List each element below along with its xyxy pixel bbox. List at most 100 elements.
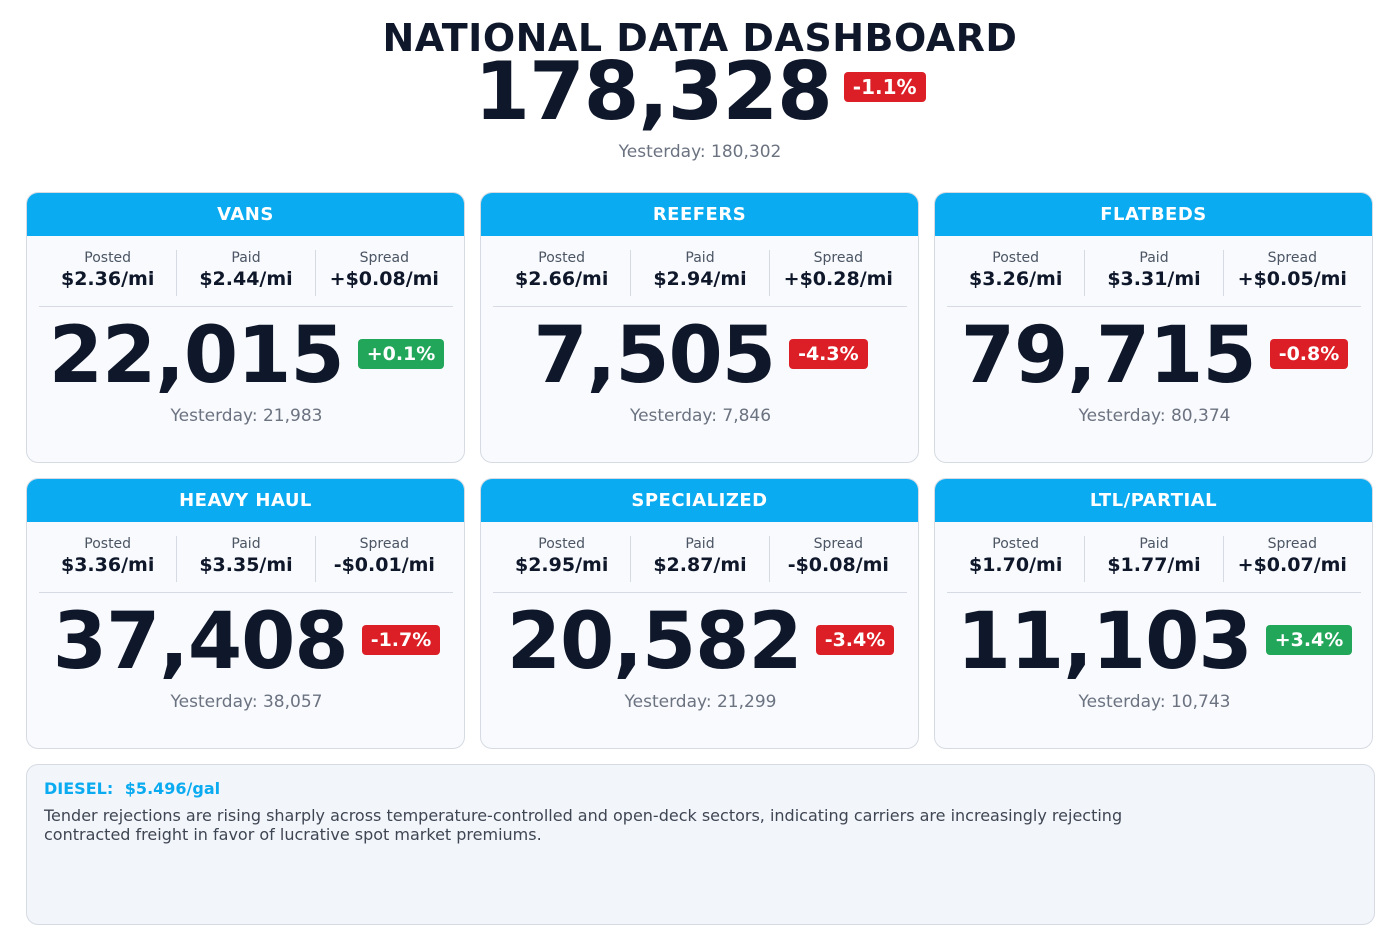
metric-spread: Spread +$0.08/mi [316,250,453,296]
yesterday-value: Yesterday: 80,374 [1078,406,1231,426]
metric-paid: Paid $2.87/mi [631,536,770,582]
yesterday-value: Yesterday: 7,846 [629,406,772,426]
paid-value: $3.35/mi [199,554,293,576]
metric-label: Paid [1139,250,1169,266]
metric-posted: Posted $3.26/mi [947,250,1086,296]
card-heavy-haul: HEAVY HAUL Posted $3.36/mi Paid $3.35/mi… [26,478,465,749]
metric-label: Spread [359,250,409,266]
load-count-row: 20,582 -3.4% [481,597,918,687]
diesel-price: DIESEL: $5.496/gal [44,779,1357,798]
total-row: 178,328 -1.1% [0,52,1400,132]
yesterday-value: Yesterday: 38,057 [170,692,323,712]
rate-metrics: Posted $2.36/mi Paid $2.44/mi Spread +$0… [39,250,453,296]
paid-value: $2.44/mi [199,268,293,290]
rate-metrics: Posted $1.70/mi Paid $1.77/mi Spread +$0… [947,536,1361,582]
metric-label: Spread [359,536,409,552]
page-title: NATIONAL DATA DASHBOARD [382,16,1018,60]
metric-label: Paid [231,250,261,266]
metric-label: Paid [685,250,715,266]
spread-value: +$0.08/mi [329,268,439,290]
metric-label: Posted [538,250,586,266]
metric-posted: Posted $2.95/mi [493,536,632,582]
load-count: 7,505 [533,311,776,401]
rate-metrics: Posted $3.26/mi Paid $3.31/mi Spread +$0… [947,250,1361,296]
metric-label: Spread [1267,536,1317,552]
card-title: LTL/PARTIAL [935,479,1372,522]
metric-paid: Paid $2.44/mi [177,250,316,296]
posted-value: $3.26/mi [968,268,1063,290]
spread-value: -$0.01/mi [333,554,435,576]
load-count: 22,015 [48,311,345,401]
rate-metrics: Posted $2.66/mi Paid $2.94/mi Spread +$0… [493,250,907,296]
card-vans: VANS Posted $2.36/mi Paid $2.44/mi Sprea… [26,192,465,463]
load-count-row: 22,015 +0.1% [27,311,464,401]
metric-label: Spread [1267,250,1317,266]
metric-posted: Posted $2.36/mi [39,250,178,296]
metric-label: Spread [813,250,863,266]
divider [493,306,907,307]
change-badge: +0.1% [357,339,445,369]
card-title: VANS [27,193,464,236]
divider [39,306,453,307]
metric-label: Spread [813,536,863,552]
change-badge: -0.8% [1269,339,1349,369]
divider [947,592,1361,593]
paid-value: $1.77/mi [1107,554,1201,576]
spread-value: -$0.08/mi [787,554,889,576]
metric-label: Posted [84,536,132,552]
metric-label: Posted [992,536,1040,552]
metric-spread: Spread +$0.07/mi [1224,536,1361,582]
rate-metrics: Posted $2.95/mi Paid $2.87/mi Spread -$0… [493,536,907,582]
card-reefers: REEFERS Posted $2.66/mi Paid $2.94/mi Sp… [480,192,919,463]
posted-value: $2.66/mi [514,268,609,290]
metric-label: Paid [685,536,715,552]
spread-value: +$0.28/mi [783,268,893,290]
change-badge: -3.4% [815,625,895,655]
load-count: 11,103 [956,597,1253,687]
posted-value: $3.36/mi [60,554,155,576]
yesterday-value: Yesterday: 21,983 [170,406,323,426]
change-badge: +3.4% [1265,625,1353,655]
load-count-row: 79,715 -0.8% [935,311,1372,401]
metric-label: Posted [84,250,132,266]
paid-value: $2.94/mi [653,268,747,290]
metric-label: Posted [992,250,1040,266]
divider [947,306,1361,307]
load-count: 79,715 [960,311,1257,401]
spread-value: +$0.05/mi [1237,268,1347,290]
posted-value: $2.95/mi [514,554,609,576]
metric-spread: Spread +$0.28/mi [770,250,907,296]
card-specialized: SPECIALIZED Posted $2.95/mi Paid $2.87/m… [480,478,919,749]
card-title: SPECIALIZED [481,479,918,522]
rate-metrics: Posted $3.36/mi Paid $3.35/mi Spread -$0… [39,536,453,582]
total-value: 178,328 [474,45,832,138]
metric-spread: Spread -$0.08/mi [770,536,907,582]
load-count-row: 7,505 -4.3% [481,311,918,401]
paid-value: $3.31/mi [1107,268,1201,290]
metric-label: Posted [538,536,586,552]
market-notes-panel: DIESEL: $5.496/gal Tender rejections are… [26,764,1375,925]
spread-value: +$0.07/mi [1237,554,1347,576]
metric-spread: Spread -$0.01/mi [316,536,453,582]
metric-posted: Posted $1.70/mi [947,536,1086,582]
divider [39,592,453,593]
load-count-row: 37,408 -1.7% [27,603,464,681]
total-yesterday: Yesterday: 180,302 [618,142,782,162]
change-badge: -4.3% [789,339,868,369]
card-title: HEAVY HAUL [27,479,464,522]
metric-paid: Paid $3.31/mi [1085,250,1224,296]
load-count: 20,582 [506,597,803,687]
change-badge: -1.7% [361,625,441,655]
card-title: REEFERS [481,193,918,236]
diesel-label: DIESEL: [44,779,114,798]
metric-posted: Posted $3.36/mi [39,536,178,582]
posted-value: $2.36/mi [60,268,155,290]
card-title: FLATBEDS [935,193,1372,236]
yesterday-value: Yesterday: 21,299 [624,692,777,712]
metric-paid: Paid $2.94/mi [631,250,770,296]
posted-value: $1.70/mi [968,554,1063,576]
metric-paid: Paid $1.77/mi [1085,536,1224,582]
yesterday-value: Yesterday: 10,743 [1078,692,1231,712]
metric-spread: Spread +$0.05/mi [1224,250,1361,296]
divider [493,592,907,593]
